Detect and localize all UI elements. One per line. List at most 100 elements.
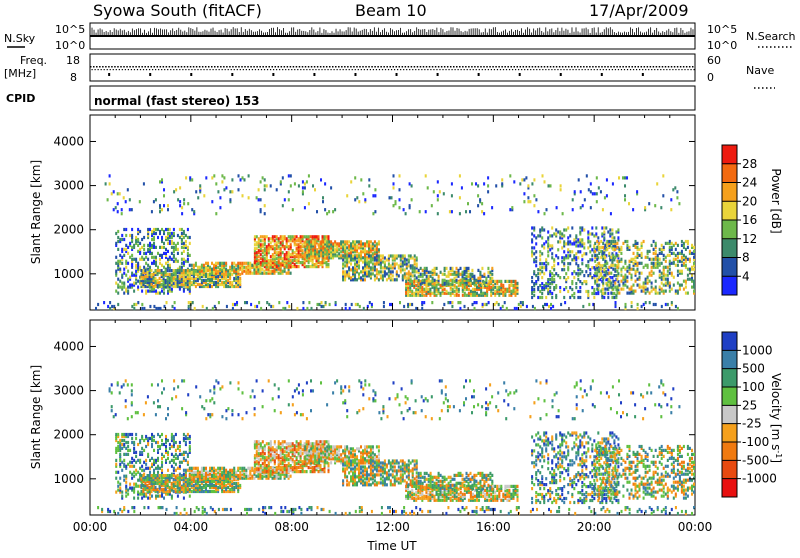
colorbar-segment <box>722 258 737 277</box>
range-cell <box>336 254 338 257</box>
range-cell <box>641 252 643 255</box>
nave-dot <box>98 69 99 70</box>
colorbar-segment <box>722 276 737 295</box>
range-cell <box>678 202 680 205</box>
range-cell <box>396 270 398 273</box>
freq-dot <box>290 66 292 68</box>
range-cell <box>306 240 308 243</box>
range-cell <box>482 303 484 306</box>
range-cell <box>292 259 294 262</box>
range-cell <box>685 286 687 289</box>
range-cell <box>374 248 376 251</box>
freq-dot <box>160 66 162 68</box>
range-cell <box>354 176 356 179</box>
range-cell <box>125 475 127 478</box>
range-cell <box>466 294 468 297</box>
range-cell <box>645 301 647 304</box>
range-cell <box>187 246 189 249</box>
range-cell <box>258 259 260 262</box>
freq-dot <box>450 66 452 68</box>
range-cell <box>543 266 545 269</box>
range-cell <box>561 232 563 235</box>
freq-dot <box>520 66 522 68</box>
range-cell <box>159 262 161 265</box>
freq-dot <box>653 66 655 68</box>
range-cell <box>555 232 557 235</box>
range-cell <box>227 270 229 273</box>
nave-dot <box>373 69 374 70</box>
range-cell <box>420 283 422 286</box>
range-cell <box>675 258 677 261</box>
range-cell <box>380 258 382 261</box>
range-cell <box>233 270 235 273</box>
freq-dot <box>105 66 107 68</box>
range-cell <box>149 471 151 474</box>
range-cell <box>264 204 266 207</box>
freq-dot <box>250 66 252 68</box>
range-cell <box>199 283 201 286</box>
range-cell <box>462 271 464 274</box>
nave-dot <box>412 69 413 70</box>
range-cell <box>663 290 665 293</box>
range-cell <box>565 228 567 231</box>
range-cell <box>376 258 378 261</box>
range-cell <box>215 281 217 284</box>
freq-dot <box>514 66 516 68</box>
range-cell <box>551 296 553 299</box>
range-cell <box>442 279 444 282</box>
range-cell <box>419 210 421 213</box>
range-cell <box>687 278 689 281</box>
nave-dot <box>364 69 365 70</box>
range-cell <box>189 242 191 245</box>
range-cell <box>612 288 614 291</box>
range-cell <box>344 270 346 273</box>
nave-dot <box>291 69 292 70</box>
range-cell <box>181 252 183 255</box>
range-cell <box>573 292 575 295</box>
range-cell <box>649 280 651 283</box>
range-cell <box>464 277 466 280</box>
range-cell <box>129 284 131 287</box>
range-cell <box>345 307 347 310</box>
range-cell <box>231 262 233 265</box>
range-cell <box>669 282 671 285</box>
range-cell <box>282 251 284 254</box>
range-cell <box>123 453 125 456</box>
range-cell <box>541 266 543 269</box>
range-cell <box>119 268 121 271</box>
range-cell <box>550 184 552 187</box>
range-cell <box>207 262 209 265</box>
range-cell <box>119 254 121 257</box>
range-cell <box>229 190 231 193</box>
range-cell <box>622 276 624 279</box>
range-cell <box>169 232 171 235</box>
range-cell <box>179 269 181 272</box>
freq-dot <box>368 66 370 68</box>
nave-dot <box>343 69 344 70</box>
range-cell <box>276 241 278 244</box>
range-cell <box>616 266 618 269</box>
range-cell <box>372 258 374 261</box>
range-cell <box>433 190 435 193</box>
freq-dot <box>592 66 594 68</box>
range-cell <box>416 262 418 265</box>
nave-dot <box>209 69 210 70</box>
range-cell <box>626 240 628 243</box>
freq-dot <box>631 66 633 68</box>
range-cell <box>651 258 653 261</box>
range-cell <box>362 256 364 259</box>
range-cell <box>478 294 480 297</box>
range-cell <box>487 176 489 179</box>
freq-dot <box>253 66 255 68</box>
range-cell <box>661 244 663 247</box>
range-cell <box>125 465 127 468</box>
range-cell <box>444 279 446 282</box>
freq-dot <box>656 66 658 68</box>
range-cell <box>131 208 133 211</box>
range-cell <box>260 235 262 238</box>
range-cell <box>610 240 612 243</box>
range-cell <box>422 273 424 276</box>
range-cell <box>159 277 161 280</box>
range-cell <box>195 262 197 265</box>
range-cell <box>197 270 199 273</box>
